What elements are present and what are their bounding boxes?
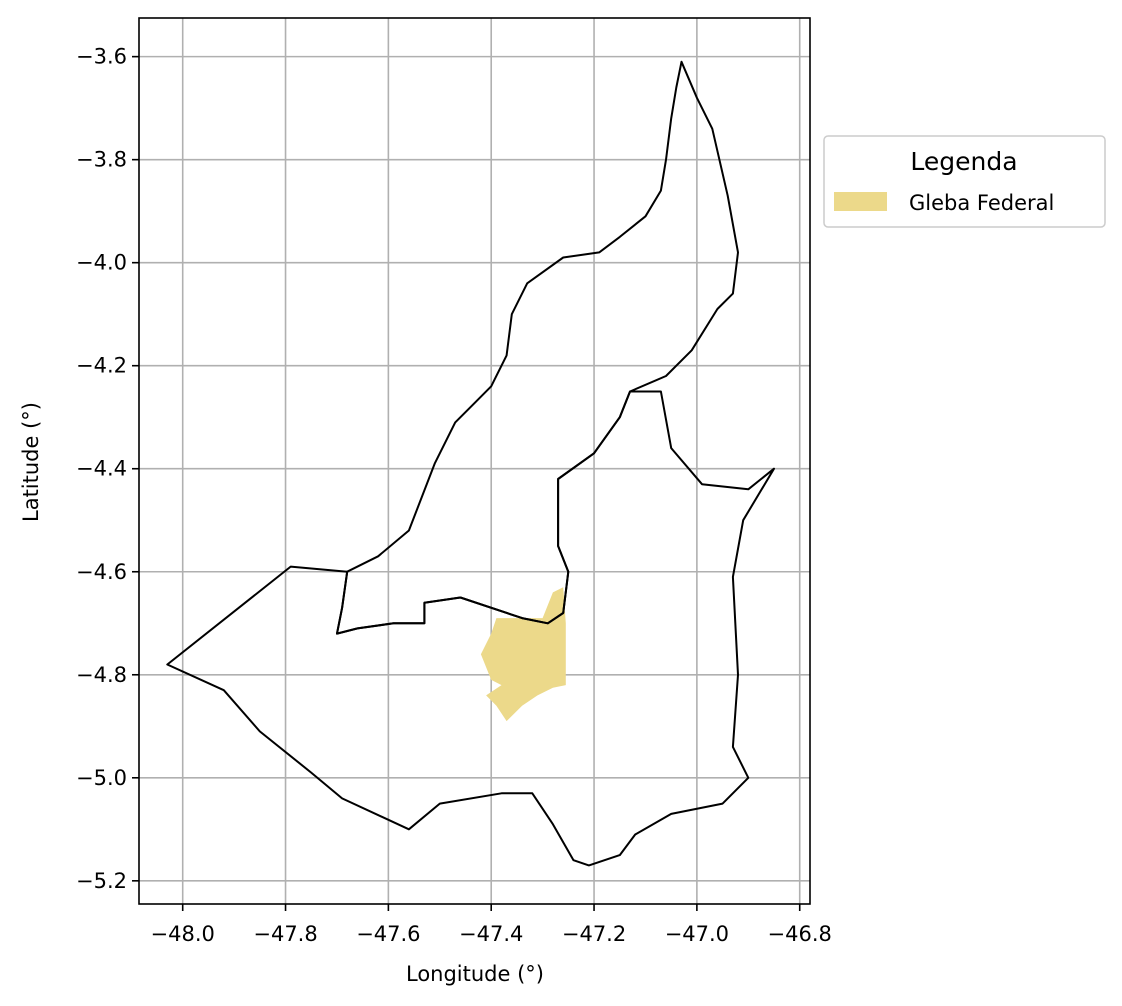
y-tick-label: −4.2 [76,354,127,378]
plot-frame [138,17,811,905]
legend: Legenda Gleba Federal [823,135,1106,228]
x-tick-label: −46.8 [768,922,832,946]
x-tick-label: −48.0 [151,922,215,946]
y-tick-label: −4.6 [76,560,127,584]
x-tick-label: −47.0 [665,922,729,946]
axis-ticks: −48.0 −47.8 −47.6 −47.4 −47.2 −47.0 −46.8 −3.6 −… [76,45,832,946]
x-axis-title: Longitude (°) [406,962,544,986]
x-tick-label: −47.4 [459,922,523,946]
gleba-federal-polygon [480,587,566,722]
legend-label-gleba-federal: Gleba Federal [909,191,1054,215]
x-tick-label: −47.8 [253,922,317,946]
y-tick-label: −5.2 [76,869,127,893]
municipality-boundaries [166,60,775,867]
legend-title: Legenda [910,147,1017,176]
y-tick-label: −5.0 [76,766,127,790]
legend-box [823,135,1106,228]
y-tick-label: −4.0 [76,251,127,275]
y-axis-title: Latitude (°) [19,402,43,522]
y-tick-label: −4.8 [76,663,127,687]
south-municipality-boundary [166,390,775,867]
gleba-federal-layer [480,587,566,722]
y-tick-label: −3.6 [76,45,127,69]
y-tick-label: −3.8 [76,148,127,172]
x-tick-label: −47.6 [356,922,420,946]
x-tick-label: −47.2 [562,922,626,946]
y-tick-label: −4.4 [76,457,127,481]
legend-swatch-gleba-federal [834,192,887,211]
grid-lines [139,18,810,904]
